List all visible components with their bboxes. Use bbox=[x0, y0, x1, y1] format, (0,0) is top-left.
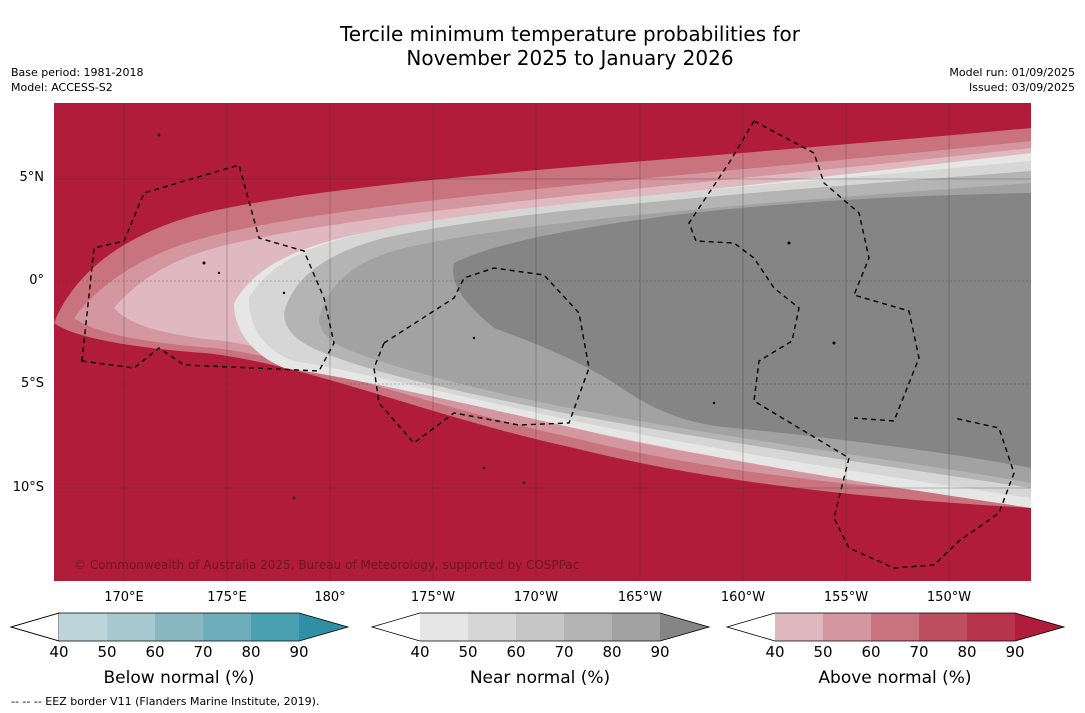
eez-footnote: -- -- -- EEZ border V11 (Flanders Marine… bbox=[11, 695, 320, 708]
eez-border-east-north bbox=[753, 120, 920, 422]
copyright-notice: © Commonwealth of Australia 2025, Bureau… bbox=[74, 558, 580, 572]
near-tick-60: 60 bbox=[506, 643, 526, 661]
below-tick-60: 60 bbox=[145, 643, 165, 661]
issued-label: Issued: 03/09/2025 bbox=[968, 81, 1075, 94]
lat-label-5s: 5°S bbox=[20, 376, 44, 391]
title-line-1: Tercile minimum temperature probabilitie… bbox=[339, 22, 801, 46]
island-speck bbox=[292, 496, 296, 500]
colorbar-above-bin-80-90 bbox=[967, 613, 1015, 641]
lon-label-150w: 150°W bbox=[926, 590, 972, 605]
island-speck bbox=[157, 133, 161, 137]
island-speck bbox=[712, 401, 716, 405]
lat-label-equator: 0° bbox=[29, 273, 44, 288]
model-label: Model: ACCESS-S2 bbox=[11, 81, 113, 94]
colorbar-below-bin-60-70 bbox=[155, 613, 203, 641]
lon-label-170e: 170°E bbox=[104, 590, 144, 605]
island-speck bbox=[202, 261, 206, 265]
lat-label-5n: 5°N bbox=[19, 170, 45, 185]
colorbar-below-bin-80-90 bbox=[251, 613, 299, 641]
colorbar-near-bin-60-70 bbox=[516, 613, 564, 641]
near-tick-90: 90 bbox=[650, 643, 670, 661]
island-speck bbox=[282, 291, 286, 295]
eez-border-central bbox=[373, 267, 590, 444]
colorbar-below-bin-40-50 bbox=[59, 613, 107, 641]
meta-left: Base period: 1981-2018 Model: ACCESS-S2 bbox=[11, 65, 143, 95]
island-speck bbox=[482, 466, 486, 470]
colorbar-near-swatches bbox=[370, 612, 711, 642]
above-tick-60: 60 bbox=[861, 643, 881, 661]
lon-label-180: 180° bbox=[314, 590, 346, 605]
below-tick-50: 50 bbox=[97, 643, 117, 661]
island-speck bbox=[787, 241, 791, 245]
colorbar-above-outline bbox=[725, 612, 1066, 642]
colorbar-near-low-extension bbox=[372, 613, 420, 641]
chart-title: Tercile minimum temperature probabilitie… bbox=[0, 22, 1085, 70]
near-normal-title: Near normal (%) bbox=[469, 668, 611, 688]
colorbar-below-high-extension bbox=[299, 613, 348, 641]
lon-label-175e: 175°E bbox=[207, 590, 247, 605]
island-specks bbox=[157, 133, 836, 500]
colorbar-above-bin-50-60 bbox=[823, 613, 871, 641]
colorbar-above-high-extension bbox=[1015, 613, 1064, 641]
above-tick-40: 40 bbox=[765, 643, 785, 661]
colorbar-above-low-extension bbox=[727, 613, 775, 641]
colorbar-above-bin-40-50 bbox=[775, 613, 823, 641]
lat-label-10s: 10°S bbox=[12, 480, 44, 495]
island-speck bbox=[832, 341, 836, 345]
lon-label-155w: 155°W bbox=[823, 590, 869, 605]
island-speck bbox=[217, 271, 221, 275]
colorbar-above-bin-70-80 bbox=[919, 613, 967, 641]
island-speck bbox=[522, 481, 526, 485]
colorbar-below-low-extension bbox=[9, 612, 60, 642]
colorbar-near-bin-40-50 bbox=[420, 613, 468, 641]
title-line-2: November 2025 to January 2026 bbox=[406, 46, 734, 70]
colorbar-near-bin-80-90 bbox=[612, 613, 660, 641]
lon-label-165w: 165°W bbox=[617, 590, 663, 605]
above-tick-50: 50 bbox=[813, 643, 833, 661]
colorbar-below-swatches bbox=[9, 612, 350, 642]
colorbar-below-bin-70-80 bbox=[203, 613, 251, 641]
above-tick-90: 90 bbox=[1005, 643, 1025, 661]
eez-border-west bbox=[81, 164, 335, 372]
lon-label-160w: 160°W bbox=[720, 590, 766, 605]
colorbar-above-swatches bbox=[725, 612, 1066, 642]
colorbar-near-outline bbox=[370, 612, 711, 642]
near-tick-40: 40 bbox=[410, 643, 430, 661]
above-normal-title: Above normal (%) bbox=[818, 668, 972, 688]
below-tick-70: 70 bbox=[193, 643, 213, 661]
colorbar-above-bin-60-70 bbox=[871, 613, 919, 641]
below-tick-40: 40 bbox=[49, 643, 69, 661]
island-speck bbox=[472, 336, 476, 340]
lon-label-175w: 175°W bbox=[410, 590, 456, 605]
model-run-label: Model run: 01/09/2025 bbox=[949, 66, 1075, 79]
probability-map bbox=[54, 103, 1031, 581]
colorbar-below-bin-50-60 bbox=[107, 613, 155, 641]
below-tick-80: 80 bbox=[241, 643, 261, 661]
near-tick-50: 50 bbox=[458, 643, 478, 661]
lon-label-170w: 170°W bbox=[513, 590, 559, 605]
near-tick-80: 80 bbox=[602, 643, 622, 661]
near-normal-80-band bbox=[453, 193, 1031, 468]
above-tick-80: 80 bbox=[957, 643, 977, 661]
colorbar-below-outline bbox=[9, 612, 350, 642]
base-period-label: Base period: 1981-2018 bbox=[11, 66, 144, 79]
below-tick-90: 90 bbox=[289, 643, 309, 661]
near-tick-70: 70 bbox=[554, 643, 574, 661]
above-tick-70: 70 bbox=[909, 643, 929, 661]
map-grid bbox=[54, 103, 1031, 581]
map-panel bbox=[54, 103, 1031, 581]
colorbar-near-bin-70-80 bbox=[564, 613, 612, 641]
below-normal-title: Below normal (%) bbox=[103, 668, 255, 688]
eez-borders bbox=[81, 120, 1015, 569]
colorbar-near-bin-50-60 bbox=[468, 613, 516, 641]
meta-right: Model run: 01/09/2025 Issued: 03/09/2025 bbox=[949, 65, 1075, 95]
colorbar-near-high-extension bbox=[660, 613, 709, 641]
